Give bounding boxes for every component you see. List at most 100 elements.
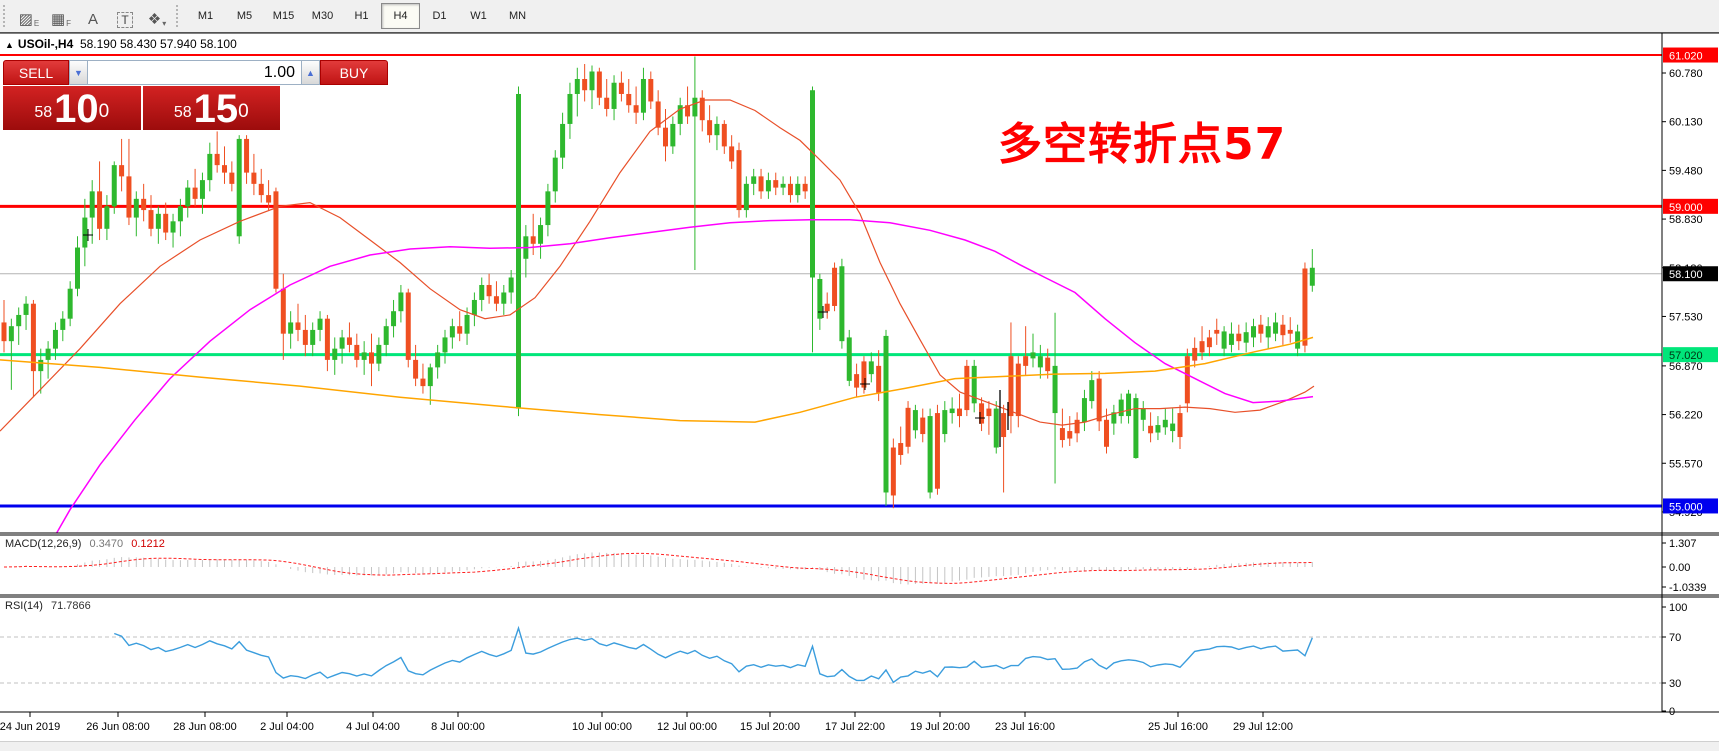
candle-body — [1170, 423, 1176, 432]
candle-body — [1008, 356, 1014, 417]
candle-body — [934, 413, 940, 489]
tf-m5[interactable]: M5 — [236, 10, 253, 22]
buy-button[interactable]: BUY — [320, 60, 388, 85]
candle-body — [993, 408, 999, 448]
candle-body — [1089, 380, 1095, 402]
candle-body — [787, 183, 793, 196]
toolbar-grip[interactable] — [3, 5, 10, 27]
rsi-value: 71.7866 — [50, 600, 91, 612]
candle-body — [23, 303, 29, 315]
candle-body — [1015, 363, 1021, 417]
candle-body — [471, 299, 477, 315]
price-badge — [1663, 347, 1718, 363]
tf-m30[interactable]: M30 — [311, 10, 334, 22]
sell-button[interactable]: SELL — [3, 60, 69, 85]
tf-h1[interactable]: H1 — [354, 10, 369, 22]
candle-body — [133, 198, 139, 218]
volume-decrease-button[interactable]: ▼ — [69, 60, 88, 85]
time-axis[interactable]: 24 Jun 2019 26 Jun 08:00 28 Jun 08:00 2 Jul… — [0, 712, 1293, 733]
candle-body — [589, 71, 595, 91]
price-tick-label: 56.220 — [1669, 410, 1703, 422]
candle-body — [596, 71, 602, 98]
candle-body — [736, 150, 742, 211]
tf-m15[interactable]: M15 — [272, 10, 295, 22]
volume-increase-button[interactable]: ▲ — [301, 60, 320, 85]
rsi-name: RSI(14) — [5, 600, 43, 612]
candle-body — [780, 183, 786, 188]
candle-body — [435, 352, 441, 368]
candle-body — [82, 217, 88, 248]
buy-price-tile[interactable]: 58 15 0 — [142, 86, 280, 130]
candle-body — [1155, 425, 1161, 433]
candle-body — [883, 335, 889, 493]
rsi-plot[interactable] — [0, 625, 1662, 684]
collapse-icon[interactable]: ▲ — [5, 40, 14, 50]
price-badge-label: 58.100 — [1669, 269, 1703, 281]
tf-mn[interactable]: MN — [508, 10, 527, 22]
macd-plot[interactable] — [3, 552, 1313, 585]
volume-input[interactable] — [88, 60, 301, 85]
text-tool-icon[interactable]: T — [110, 3, 140, 29]
sell-price-tile[interactable]: 58 10 0 — [3, 86, 141, 130]
price-badge — [1663, 498, 1718, 514]
price-axis[interactable]: 60.78060.13059.48058.83058.18057.53056.8… — [1662, 47, 1718, 718]
candle-body — [52, 329, 58, 349]
candle-body — [949, 408, 955, 414]
candle-body — [626, 93, 632, 106]
candle-body — [464, 314, 470, 334]
rsi-label: RSI(14) 71.7866 — [5, 600, 91, 612]
candle-body — [317, 318, 323, 330]
candle-body — [538, 225, 544, 244]
candle-body — [30, 303, 36, 372]
candle-body — [957, 408, 962, 417]
candle-body — [1067, 431, 1073, 439]
macd-signal-value: 0.1212 — [131, 538, 165, 550]
price-tick-label: 60.130 — [1669, 117, 1703, 129]
rsi-axis-label: 100 — [1669, 602, 1687, 614]
candle-body — [141, 198, 147, 211]
candle-body — [721, 123, 727, 147]
text-label-icon[interactable]: A — [78, 3, 108, 29]
cursor-tool-icon[interactable]: ❖ ▾ — [142, 3, 172, 29]
candle-body — [1118, 399, 1124, 417]
candle-body — [339, 337, 345, 349]
candle-body — [1126, 393, 1132, 417]
main-plot[interactable]: T — [0, 54, 1662, 536]
candle-body — [545, 191, 551, 226]
candle-body — [1059, 428, 1065, 441]
candle-body — [604, 97, 610, 109]
ohlc-high: 58.430 — [119, 37, 157, 51]
candle-body — [692, 97, 698, 117]
candle-body — [912, 410, 918, 431]
candle-body — [633, 105, 639, 113]
candle-body — [1001, 413, 1007, 438]
candle-body — [802, 183, 808, 192]
candle-body — [1251, 326, 1256, 338]
candle-body — [493, 296, 499, 304]
tf-h4[interactable]: H4 — [381, 3, 420, 29]
candle-body — [655, 101, 661, 128]
candle-body — [75, 247, 80, 289]
grid-tool-icon[interactable]: ▦ F — [46, 3, 76, 29]
tf-m1[interactable]: M1 — [197, 10, 214, 22]
candle-body — [854, 374, 860, 388]
tf-d1[interactable]: D1 — [432, 10, 447, 22]
time-label: 2 Jul 04:00 — [260, 721, 314, 733]
candle-body — [986, 408, 992, 417]
toolbar-grip-2[interactable] — [176, 5, 183, 27]
rsi-axis-label: 30 — [1669, 678, 1681, 690]
candle-body — [405, 292, 411, 360]
time-label: 12 Jul 00:00 — [657, 721, 717, 733]
candle-body — [207, 153, 213, 181]
price-badge-label: 61.020 — [1669, 51, 1703, 63]
shapes-tool-icon[interactable]: ▨ E — [14, 3, 44, 29]
candle-body — [905, 407, 911, 447]
candle-body — [420, 378, 426, 387]
candle-body — [391, 311, 397, 327]
candle-body — [442, 337, 448, 353]
candle-body — [38, 359, 44, 372]
candle-body — [971, 365, 977, 404]
tf-w1[interactable]: W1 — [470, 10, 487, 22]
candle-body — [670, 123, 676, 147]
